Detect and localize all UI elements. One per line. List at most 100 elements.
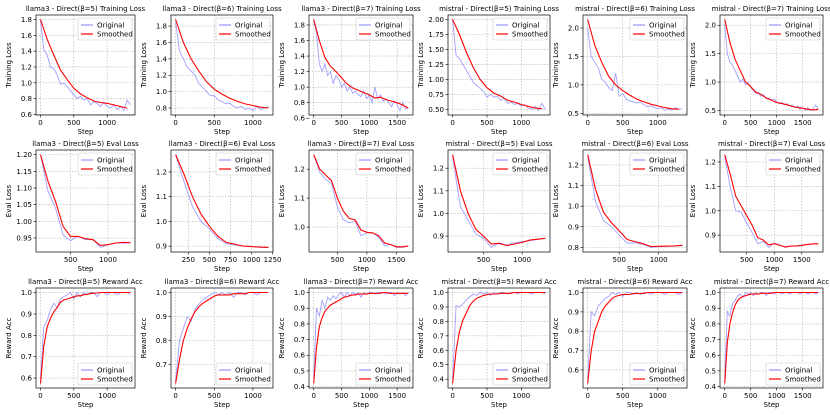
y-tick-label: 1.0 xyxy=(156,218,167,226)
x-tick-label: 500 xyxy=(480,392,493,400)
axes-frame xyxy=(447,14,551,116)
y-tick-label: 0.9 xyxy=(433,303,444,311)
legend-smoothed-label: Smoothed xyxy=(235,31,271,39)
legend-original-label: Original xyxy=(235,367,262,375)
y-tick-label: 0.75 xyxy=(428,91,444,99)
x-tick-label: 500 xyxy=(616,119,629,127)
axes-frame xyxy=(170,149,274,253)
smoothed-series-line xyxy=(724,291,819,384)
y-tick-label: 1.0 xyxy=(568,81,579,89)
x-tick-label: 500 xyxy=(203,256,216,264)
x-tick-label: 1000 xyxy=(98,392,116,400)
y-tick-label: 0.6 xyxy=(294,352,306,360)
y-axis-label: Eval Loss xyxy=(689,184,697,217)
y-tick-label: 0.7 xyxy=(156,361,167,369)
x-tick-label: 500 xyxy=(335,392,348,400)
smoothed-series-line xyxy=(39,154,131,246)
y-tick-label: 0.4 xyxy=(433,376,445,384)
legend-original-label: Original xyxy=(375,22,402,30)
subplot-6: 500 10000.951.001.051.101.151.20OriginalS… xyxy=(5,140,139,273)
subplot-15: 0 500 1000 0.4 0.5 0.6 0.7 0.8 0.9 1.0 OriginalSmo… xyxy=(417,278,557,409)
y-tick-label: 1.75 xyxy=(428,31,444,39)
x-tick-label: 1000 xyxy=(360,119,378,127)
x-tick-label: 0 xyxy=(450,392,454,400)
y-tick-label: 0.8 xyxy=(21,332,32,340)
original-series-line xyxy=(40,291,131,379)
axes-frame xyxy=(582,287,688,389)
legend-smoothed-label: Smoothed xyxy=(375,376,411,384)
subplot-title: mistral - Direct(β=5) Reward Acc xyxy=(441,278,556,286)
y-tick-label: 0.5 xyxy=(705,367,716,375)
x-tick-label: 1000 xyxy=(513,256,531,264)
y-tick-label: 1.1 xyxy=(433,187,444,195)
x-tick-label: 500 xyxy=(331,256,344,264)
y-tick-label: 0.6 xyxy=(705,352,717,360)
x-tick-label: 1000 xyxy=(243,256,261,264)
smoothed-series-line xyxy=(39,19,128,109)
y-tick-label: 0.9 xyxy=(568,223,579,231)
subplot-title: mistral - Direct(β=5) Training Loss xyxy=(439,5,559,13)
legend-original-label: Original xyxy=(97,367,124,375)
y-axis-label: Reward Acc xyxy=(5,318,13,359)
subplot-3: 0 500 1000 0.50 0.75 1.00 1.25 1.50 1.75 2.00 Orig… xyxy=(417,5,559,136)
y-axis-label: Reward Acc xyxy=(552,318,560,359)
y-axis-label: Reward Acc xyxy=(278,318,286,359)
y-tick-label: 0.5 xyxy=(294,367,305,375)
legend-original-label: Original xyxy=(97,157,124,165)
y-tick-label: 0.8 xyxy=(156,337,167,345)
subplot-1: 0 500 1000 0.8 1.0 1.2 1.4 1.6 1.8 OriginalSmooth… xyxy=(140,5,282,136)
y-tick-label: 1.1 xyxy=(568,182,579,190)
smoothed-series-line xyxy=(724,19,819,111)
y-axis-label: Eval Loss xyxy=(552,184,560,217)
x-axis-label: Step xyxy=(764,401,780,409)
legend-original-label: Original xyxy=(512,22,539,30)
legend-smoothed-label: Smoothed xyxy=(97,31,133,39)
axes-frame xyxy=(447,149,551,253)
subplot-title: mistral - Direct(β=7) Eval Loss xyxy=(718,140,825,148)
x-tick-label: 500 xyxy=(740,256,753,264)
subplot-title: llama3 - Direct(β=5) Training Loss xyxy=(26,5,146,13)
x-tick-label: 1250 xyxy=(264,256,282,264)
legend-original-label: Original xyxy=(649,157,676,165)
smoothed-series-line xyxy=(452,291,546,384)
y-axis-label: Training Loss xyxy=(140,42,148,89)
legend-original-label: Original xyxy=(512,157,539,165)
x-tick-label: 500 xyxy=(64,256,77,264)
original-series-line xyxy=(313,20,409,112)
x-tick-label: 1000 xyxy=(768,392,786,400)
subplot-17: 0 500 1000 1500 0.4 0.5 0.6 0.7 0.8 0.9 1.0 Origina… xyxy=(689,278,829,409)
y-tick-label: 1.0 xyxy=(705,289,716,297)
legend-original-label: Original xyxy=(649,22,676,30)
x-tick-label: 500 xyxy=(67,392,80,400)
legend-smoothed-label: Smoothed xyxy=(512,31,548,39)
x-axis-label: Step xyxy=(353,401,369,409)
y-axis-label: Reward Acc xyxy=(689,318,697,359)
y-tick-label: 0.9 xyxy=(156,243,167,251)
subplot-5: 0 500 1000 1500 0.5 1.0 1.5 2.0 OriginalSmoothed… xyxy=(689,5,830,136)
y-tick-label: 1.2 xyxy=(156,168,167,176)
y-tick-label: 0.9 xyxy=(705,305,716,313)
original-series-line xyxy=(452,19,546,112)
y-tick-label: 1.2 xyxy=(705,158,716,166)
axes-frame xyxy=(582,14,688,116)
x-tick-label: 1000 xyxy=(512,119,530,127)
y-tick-label: 1.0 xyxy=(705,207,716,215)
y-tick-label: 0.6 xyxy=(21,375,33,383)
x-axis-label: Step xyxy=(764,128,780,136)
smoothed-series-line xyxy=(452,19,542,110)
x-tick-label: 500 xyxy=(67,119,80,127)
y-tick-label: 1.1 xyxy=(705,183,716,191)
y-tick-label: 0.9 xyxy=(294,305,305,313)
axes-frame xyxy=(719,287,824,389)
x-tick-label: 500 xyxy=(616,392,629,400)
y-axis-label: Training Loss xyxy=(552,42,560,89)
y-tick-label: 0.95 xyxy=(16,235,32,243)
subplot-title: llama3 - Direct(β=6) Training Loss xyxy=(162,5,282,13)
legend-smoothed-label: Smoothed xyxy=(649,31,685,39)
y-tick-label: 0.6 xyxy=(294,115,306,123)
x-axis-label: Step xyxy=(627,401,643,409)
legend-original-label: Original xyxy=(785,367,812,375)
